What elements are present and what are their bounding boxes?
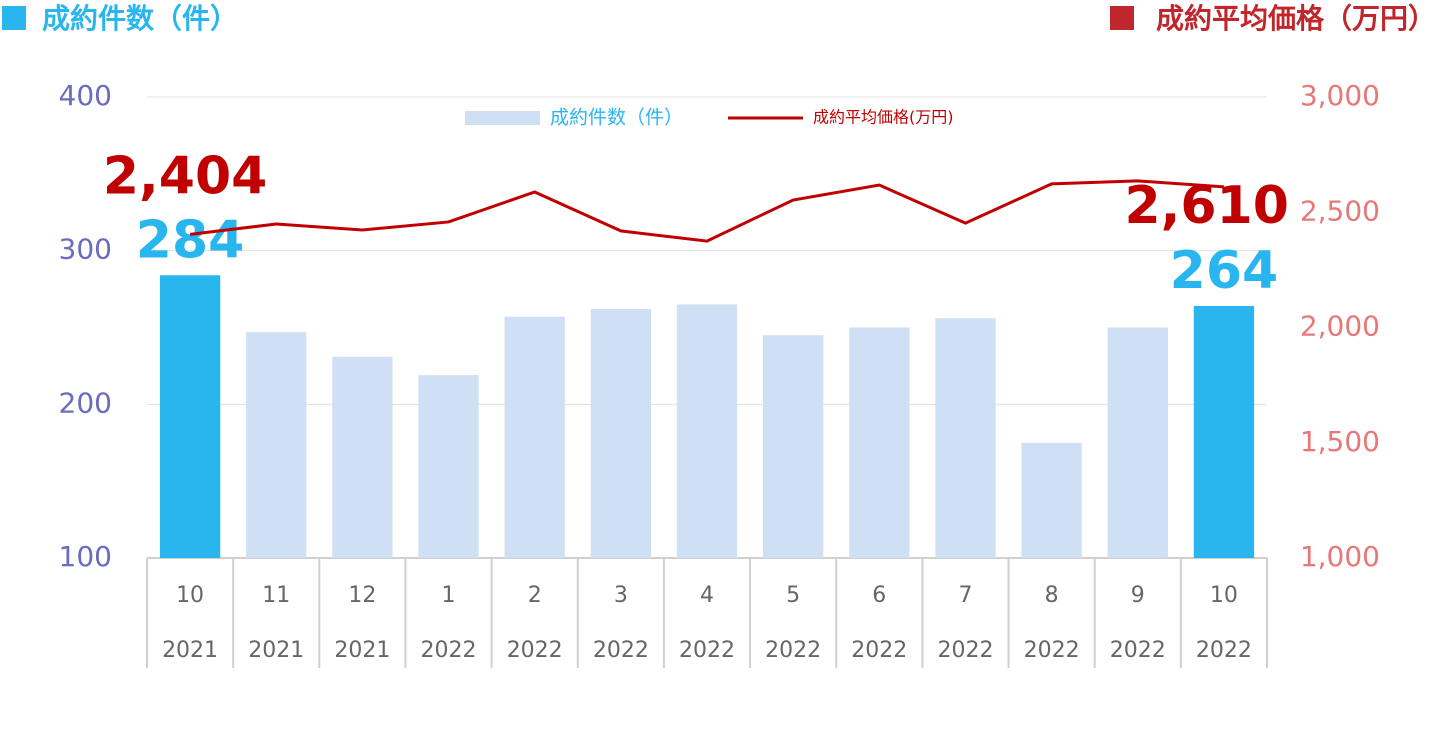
y-tick-label: 100: [59, 540, 112, 573]
x-year-label: 2022: [679, 638, 735, 663]
bar: [418, 375, 479, 558]
x-year-label: 2022: [937, 638, 993, 663]
x-year-label: 2022: [507, 638, 563, 663]
line: [189, 179, 1225, 243]
bar: [332, 356, 393, 558]
left-axis-title: 成約件数（件）: [42, 2, 238, 35]
x-year-label: 2021: [248, 638, 304, 663]
bar: [763, 335, 824, 558]
legend-label: 成約件数（件）: [550, 107, 683, 129]
y2-tick-label: 2,500: [1300, 194, 1380, 227]
bar: [504, 316, 565, 558]
y2-tick-label: 3,000: [1300, 79, 1380, 112]
bar: [246, 332, 307, 558]
x-tick-label: 3: [614, 583, 628, 608]
y2-tick-label: 2,000: [1300, 310, 1380, 343]
y-tick-label: 300: [59, 233, 112, 266]
x-year-label: 2022: [851, 638, 907, 663]
x-tick-label: 7: [958, 583, 972, 608]
legend-swatch: [465, 111, 540, 125]
bar: [159, 275, 221, 558]
y-tick-label: 400: [59, 79, 112, 112]
x-tick-label: 1: [442, 583, 456, 608]
right-title-marker: [1110, 6, 1134, 30]
x-year-label: 2022: [1196, 638, 1252, 663]
x-tick-label: 6: [872, 583, 886, 608]
x-tick-label: 2: [528, 583, 542, 608]
y2-tick-label: 1,500: [1300, 425, 1380, 458]
x-year-label: 2022: [1024, 638, 1080, 663]
x-tick-label: 10: [176, 583, 204, 608]
bar: [1107, 327, 1168, 558]
bar: [676, 304, 738, 558]
bar: [935, 318, 996, 558]
bar: [849, 327, 910, 558]
x-tick-label: 11: [262, 583, 290, 608]
x-year-label: 2022: [765, 638, 821, 663]
line-value-label: 2,610: [1124, 176, 1288, 236]
bar: [1193, 305, 1255, 558]
right-axis-title: 成約平均価格（万円）: [1156, 2, 1436, 35]
bar: [1021, 442, 1082, 558]
x-tick-label: 8: [1045, 583, 1059, 608]
bar-value-label: 264: [1170, 241, 1279, 301]
bar-value-label: 284: [136, 210, 245, 270]
x-year-label: 2022: [421, 638, 477, 663]
x-year-label: 2022: [1110, 638, 1166, 663]
y2-tick-label: 1,000: [1300, 540, 1380, 573]
x-tick-label: 12: [348, 583, 376, 608]
y-tick-label: 200: [59, 386, 112, 419]
x-tick-label: 9: [1131, 583, 1145, 608]
x-year-label: 2021: [162, 638, 218, 663]
left-title-marker: [2, 6, 26, 30]
x-tick-label: 10: [1210, 583, 1238, 608]
x-tick-label: 5: [786, 583, 800, 608]
x-year-label: 2021: [334, 638, 390, 663]
bar: [590, 309, 651, 558]
line-value-label: 2,404: [103, 146, 267, 206]
x-year-label: 2022: [593, 638, 649, 663]
legend-label: 成約平均価格(万円): [813, 108, 954, 127]
x-tick-label: 4: [700, 583, 714, 608]
